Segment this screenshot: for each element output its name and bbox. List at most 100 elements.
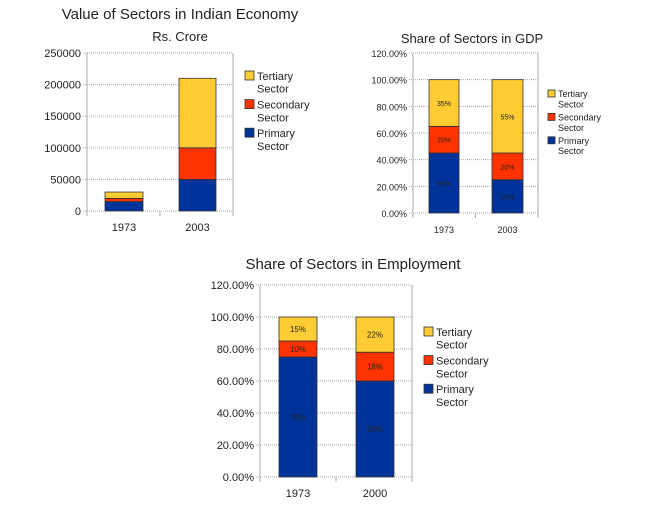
y-tick-label: 60.00%	[217, 376, 255, 388]
legend-swatch	[547, 136, 556, 145]
legend-label-line: Tertiary	[436, 327, 473, 339]
chart-title: Value of Sectors in Indian Economy	[62, 6, 299, 23]
chart-2: Share of Sectors in GDP 0.00% 20.00% 40.00%…	[371, 31, 601, 235]
y-tick-label: 0	[75, 206, 81, 218]
x-tick-label: 2003	[185, 222, 209, 234]
legend-label-line: Tertiary	[558, 89, 588, 99]
legend-swatch	[547, 89, 556, 98]
bar-segment-primary-sector	[491, 179, 524, 214]
y-tick-label: 200000	[44, 80, 81, 92]
legend-swatch	[244, 99, 255, 109]
bar-segment-primary-sector	[278, 356, 318, 478]
bar-segment-secondary-sector	[178, 147, 217, 180]
data-label: 45%	[437, 181, 451, 188]
y-tick-label: 20.00%	[217, 440, 255, 452]
legend-label-line: Secondary	[436, 356, 489, 368]
x-tick-label: 2000	[363, 488, 387, 500]
y-tick-label: 120.00%	[371, 49, 407, 59]
data-label: 55%	[500, 114, 514, 121]
legend-label-line: Sector	[436, 340, 468, 352]
y-tick-label: 250000	[44, 48, 81, 60]
bar-segment-tertiary-sector	[355, 316, 395, 353]
chart-title: Share of Sectors in GDP	[401, 31, 543, 46]
legend-swatch	[244, 127, 255, 138]
legend-label-line: Sector	[558, 99, 584, 109]
bar-segment-tertiary-sector	[491, 79, 524, 154]
legend-label: Secondary Sector	[436, 356, 489, 381]
y-tick-label: 20.00%	[376, 182, 407, 192]
y-tick-label: 50000	[50, 174, 81, 186]
legend-label: Secondary Sector	[257, 100, 310, 125]
bar-segment-primary-sector	[104, 201, 144, 212]
legend-label: Primary Sector	[257, 128, 295, 153]
y-tick-label: 80.00%	[217, 344, 255, 356]
bar-segment-primary-sector	[355, 380, 395, 478]
legend-label-line: Sector	[257, 84, 289, 96]
chart-title: Share of Sectors in Employment	[245, 256, 461, 273]
bar-segment-tertiary-sector	[428, 79, 460, 127]
legend-label-line: Sector	[257, 141, 289, 153]
y-tick-label: 120.00%	[211, 280, 255, 292]
data-label: 25%	[500, 194, 514, 201]
x-tick-label: 1973	[286, 488, 310, 500]
chart-subtitle: Rs. Crore	[152, 29, 208, 44]
legend-swatch	[423, 355, 434, 366]
legend-label: Primary Sector	[436, 384, 474, 409]
legend-label-line: Primary	[257, 128, 295, 140]
x-tick-label: 2003	[497, 225, 517, 235]
bar-segment-secondary-sector	[428, 125, 460, 154]
x-tick-label: 1973	[434, 225, 454, 235]
legend-label-line: Secondary	[558, 112, 602, 122]
legend-swatch	[423, 383, 434, 394]
y-tick-label: 150000	[44, 111, 81, 123]
y-tick-label: 40.00%	[376, 156, 407, 166]
chart-1: Value of Sectors in Indian Economy Rs. Cr…	[44, 6, 310, 234]
bar-segment-tertiary-sector	[178, 77, 217, 149]
bar-segment-tertiary-sector	[278, 316, 318, 342]
data-label: 10%	[290, 345, 306, 354]
bar-segment-secondary-sector	[104, 197, 144, 202]
chart-3: Share of Sectors in Employment 0.00% 20.00…	[211, 256, 490, 500]
legend-label-line: Primary	[558, 136, 589, 146]
data-label: 20%	[437, 138, 451, 145]
legend-label: Secondary Sector	[558, 112, 602, 132]
bar-segment-tertiary-sector	[104, 191, 144, 199]
legend-label-line: Sector	[257, 112, 289, 124]
bar-segment-primary-sector	[178, 178, 217, 212]
legend-label: Tertiary Sector	[436, 327, 473, 352]
legend-swatch	[423, 326, 434, 337]
legend-label-line: Sector	[436, 397, 468, 409]
y-tick-label: 40.00%	[217, 408, 255, 420]
bar-segment-secondary-sector	[491, 152, 524, 181]
data-label: 60%	[367, 425, 383, 434]
y-tick-label: 0.00%	[381, 209, 407, 219]
legend-label: Primary Sector	[558, 136, 589, 156]
legend-label: Tertiary Sector	[257, 71, 294, 96]
y-tick-label: 0.00%	[223, 472, 254, 484]
legend-label-line: Sector	[558, 123, 584, 133]
y-tick-label: 100000	[44, 143, 81, 155]
data-label: 35%	[437, 101, 451, 108]
legend-label-line: Tertiary	[257, 71, 294, 83]
bar-segment-primary-sector	[428, 152, 460, 214]
y-tick-label: 60.00%	[376, 129, 407, 139]
data-label: 22%	[367, 331, 383, 340]
legend-label-line: Secondary	[257, 100, 310, 112]
legend-label-line: Sector	[558, 146, 584, 156]
data-label: 18%	[367, 363, 383, 372]
legend-label-line: Sector	[436, 368, 468, 380]
legend-swatch	[244, 70, 255, 81]
y-tick-label: 100.00%	[371, 76, 407, 86]
legend-label: Tertiary Sector	[558, 89, 588, 109]
legend-swatch	[547, 113, 556, 121]
x-tick-label: 1973	[112, 222, 136, 234]
data-label: 75%	[290, 413, 306, 422]
data-label: 20%	[500, 164, 514, 171]
y-tick-label: 80.00%	[376, 102, 407, 112]
data-label: 15%	[290, 325, 306, 334]
